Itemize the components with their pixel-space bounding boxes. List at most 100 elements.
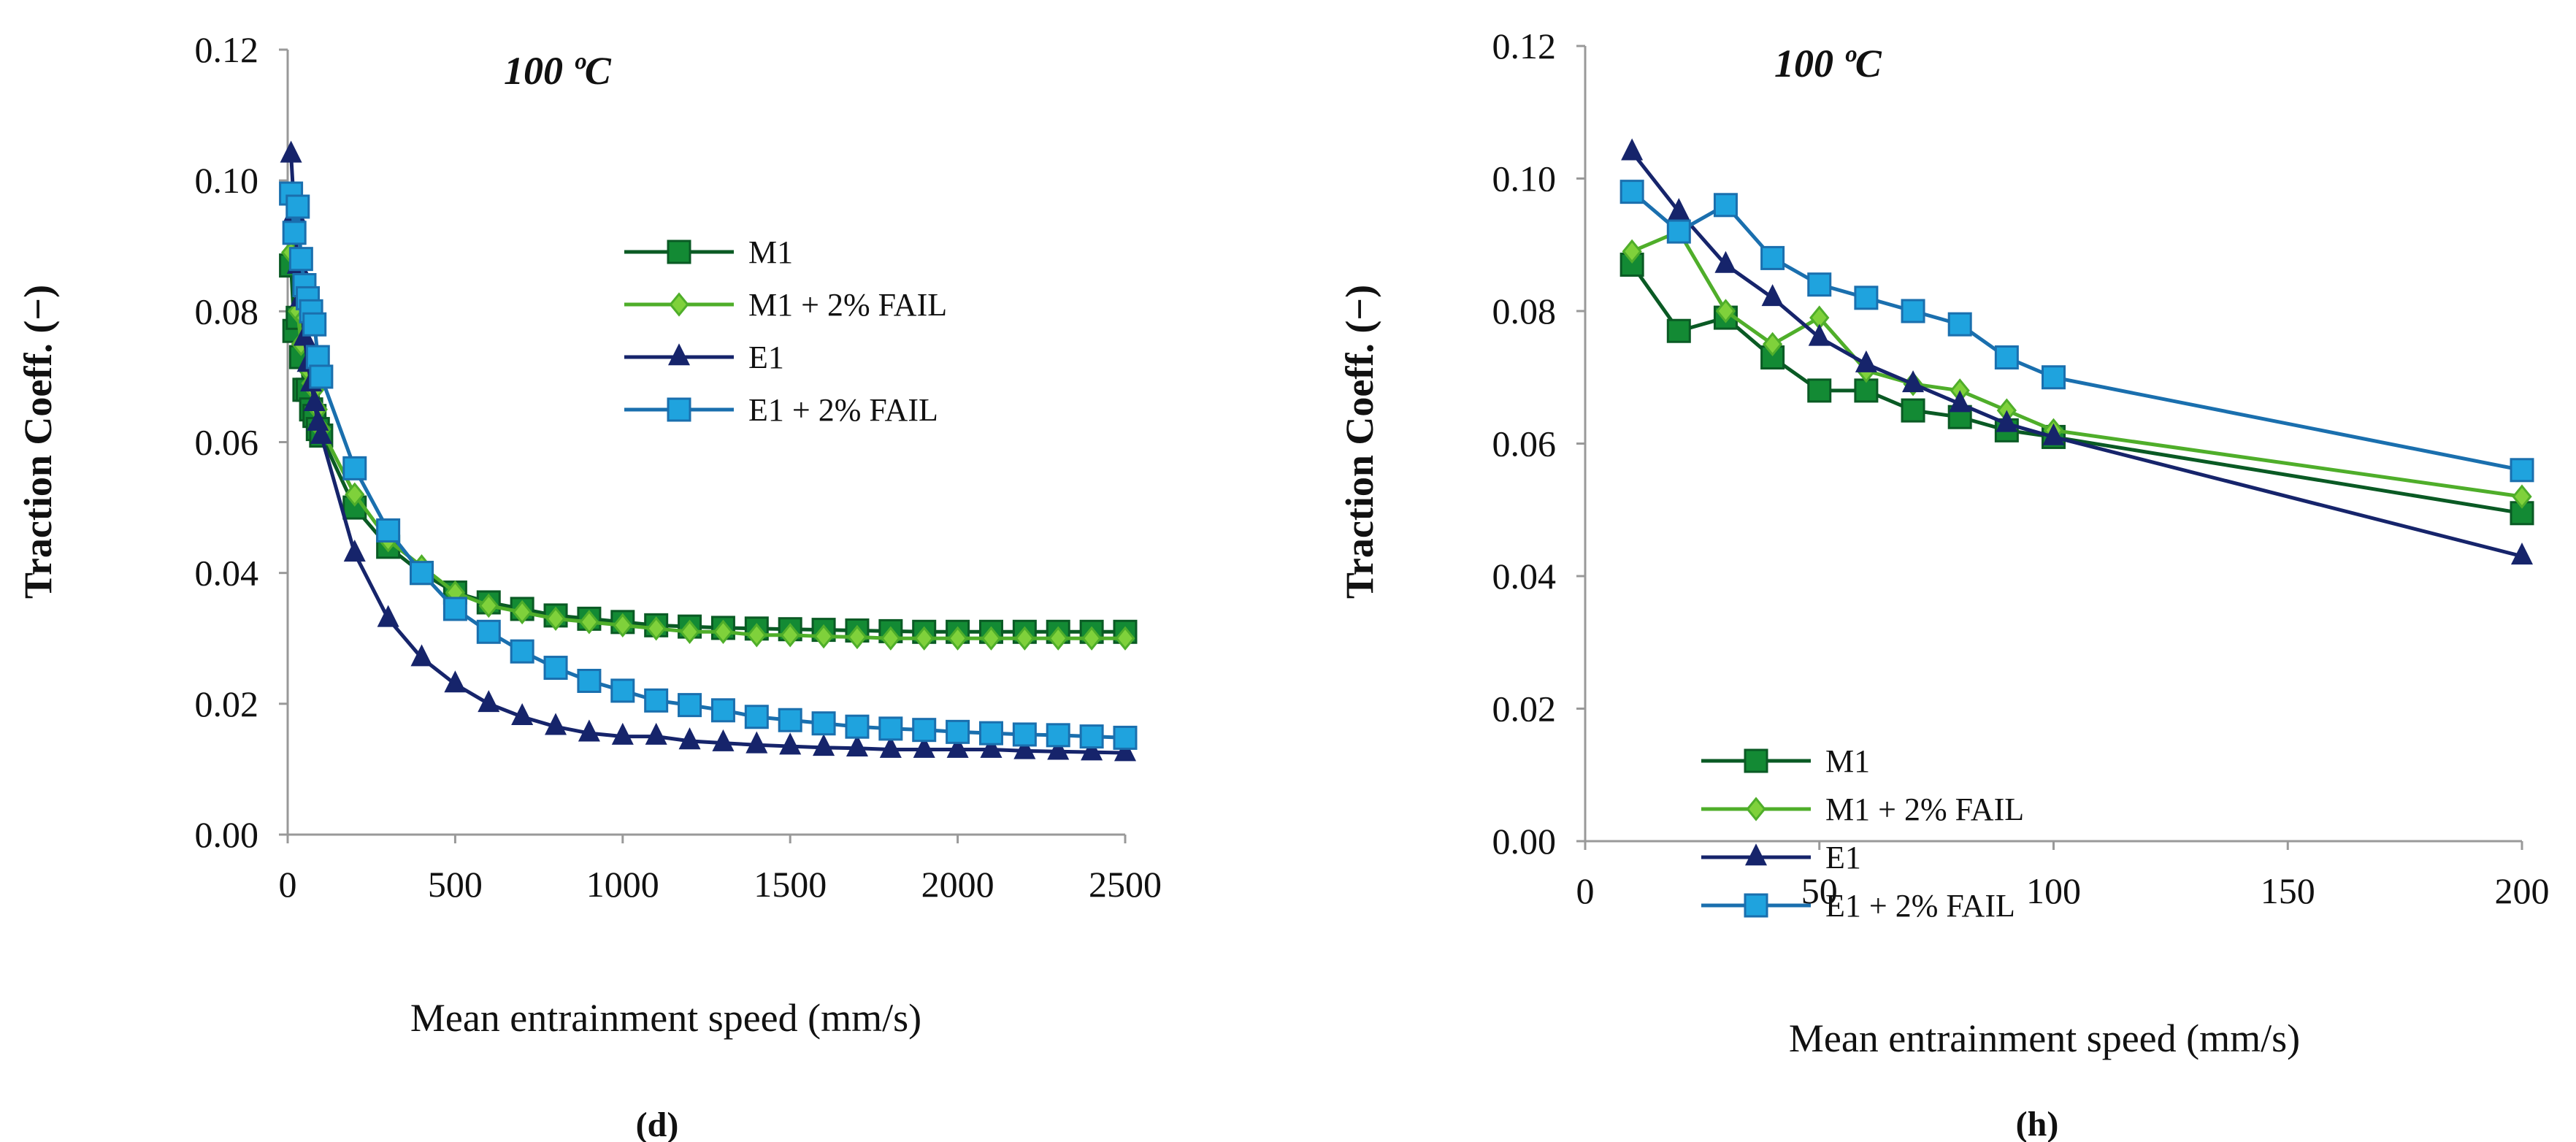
x-tick-label: 0 bbox=[279, 864, 297, 905]
data-point bbox=[1854, 378, 1879, 403]
data-point bbox=[1902, 370, 1925, 393]
data-point bbox=[2510, 543, 2534, 565]
data-point bbox=[511, 702, 534, 726]
x-axis-title: Mean entrainment speed (mm/s) bbox=[1789, 1016, 2300, 1060]
data-point bbox=[846, 734, 868, 757]
data-point bbox=[1048, 626, 1068, 651]
legend-label: M1 bbox=[748, 234, 793, 270]
data-point bbox=[1761, 284, 1784, 307]
data-point bbox=[1762, 332, 1783, 357]
panel-label: (d) bbox=[636, 1105, 679, 1142]
data-point bbox=[1619, 180, 1644, 204]
data-point bbox=[1666, 318, 1691, 343]
legend-marker bbox=[667, 343, 691, 366]
legend-label: E1 bbox=[1825, 840, 1861, 875]
legend-label: M1 bbox=[1825, 743, 1870, 779]
data-point bbox=[981, 626, 1002, 651]
chart-title: 100 ºC bbox=[1774, 42, 1882, 85]
data-point bbox=[847, 624, 867, 650]
data-point bbox=[303, 388, 326, 412]
x-tick-label: 100 bbox=[2026, 870, 2081, 911]
y-tick-label: 0.06 bbox=[195, 422, 259, 463]
legend-label: M1 + 2% FAIL bbox=[1825, 792, 2024, 827]
data-point bbox=[2510, 458, 2534, 483]
data-point bbox=[678, 727, 701, 750]
data-point bbox=[613, 613, 633, 638]
data-point bbox=[1079, 724, 1104, 749]
x-tick-label: 1000 bbox=[586, 864, 659, 905]
data-point bbox=[811, 711, 836, 736]
y-tick-label: 0.08 bbox=[195, 291, 259, 332]
data-point bbox=[510, 639, 534, 664]
x-tick-label: 150 bbox=[2261, 870, 2315, 911]
data-point bbox=[410, 561, 434, 586]
chart-panel-d: 100 ºC Traction Coeff. (−) Mean entrainm… bbox=[16, 29, 1162, 1142]
data-point bbox=[611, 722, 634, 745]
data-point bbox=[879, 735, 902, 758]
data-point bbox=[478, 593, 499, 618]
data-point bbox=[1947, 312, 1972, 337]
data-point bbox=[1622, 239, 1642, 264]
data-point bbox=[1081, 626, 1102, 651]
legend-label: E1 + 2% FAIL bbox=[1825, 888, 2015, 924]
data-point bbox=[744, 705, 769, 729]
legend-marker bbox=[1744, 843, 1768, 866]
data-point bbox=[947, 626, 968, 651]
y-tick-label: 0.04 bbox=[1492, 556, 1557, 597]
legend-marker bbox=[667, 239, 691, 264]
legend-marker bbox=[1746, 797, 1766, 821]
data-point bbox=[780, 623, 800, 648]
data-point bbox=[310, 421, 332, 444]
legend-marker bbox=[1744, 893, 1768, 918]
series-e1-2-fail: E1 + 2% FAIL bbox=[1619, 180, 2534, 924]
data-point bbox=[1668, 198, 1690, 221]
y-tick-label: 0.10 bbox=[195, 160, 259, 201]
data-point bbox=[2512, 484, 2532, 509]
data-point bbox=[282, 221, 307, 245]
y-tick-label: 0.00 bbox=[1492, 821, 1557, 862]
data-point bbox=[543, 656, 568, 681]
data-point bbox=[288, 247, 313, 272]
data-point bbox=[645, 722, 667, 745]
series-line bbox=[1630, 190, 2523, 472]
data-point bbox=[946, 735, 969, 758]
data-point bbox=[779, 732, 802, 755]
data-point bbox=[2042, 365, 2066, 390]
data-point bbox=[1996, 410, 2018, 432]
series-e1-2-fail: E1 + 2% FAIL bbox=[279, 181, 1138, 750]
data-point bbox=[2042, 423, 2065, 445]
data-point bbox=[1014, 626, 1035, 651]
x-tick-label: 2000 bbox=[921, 864, 994, 905]
data-point bbox=[285, 194, 310, 219]
x-tick-label: 2500 bbox=[1089, 864, 1162, 905]
data-point bbox=[713, 619, 734, 644]
data-point bbox=[1115, 626, 1135, 651]
data-point bbox=[1855, 350, 1877, 372]
panel-label: (h) bbox=[2016, 1105, 2059, 1142]
chart-panel-h: 100 ºC Traction Coeff. (−) Mean entrainm… bbox=[1338, 26, 2550, 1142]
x-axis-title: Mean entrainment speed (mm/s) bbox=[410, 996, 921, 1040]
data-point bbox=[1666, 219, 1691, 244]
legend-marker bbox=[669, 292, 689, 317]
data-point bbox=[1013, 737, 1036, 759]
data-point bbox=[342, 456, 367, 480]
y-tick-label: 0.12 bbox=[1492, 26, 1557, 66]
legend-marker bbox=[1744, 748, 1768, 773]
data-point bbox=[343, 540, 366, 562]
data-point bbox=[1621, 138, 1644, 161]
legend-label: E1 + 2% FAIL bbox=[748, 392, 938, 428]
data-point bbox=[1807, 378, 1832, 403]
series-e1: E1 bbox=[1621, 138, 2534, 875]
data-point bbox=[1113, 725, 1138, 750]
data-point bbox=[579, 610, 599, 635]
legend-marker bbox=[667, 397, 691, 422]
data-point bbox=[813, 734, 835, 756]
data-point bbox=[280, 140, 302, 163]
data-point bbox=[1113, 739, 1137, 762]
y-tick-label: 0.12 bbox=[195, 29, 259, 70]
data-point bbox=[1901, 299, 1925, 323]
data-point bbox=[1047, 737, 1070, 760]
data-point bbox=[913, 735, 935, 758]
data-point bbox=[345, 482, 365, 507]
